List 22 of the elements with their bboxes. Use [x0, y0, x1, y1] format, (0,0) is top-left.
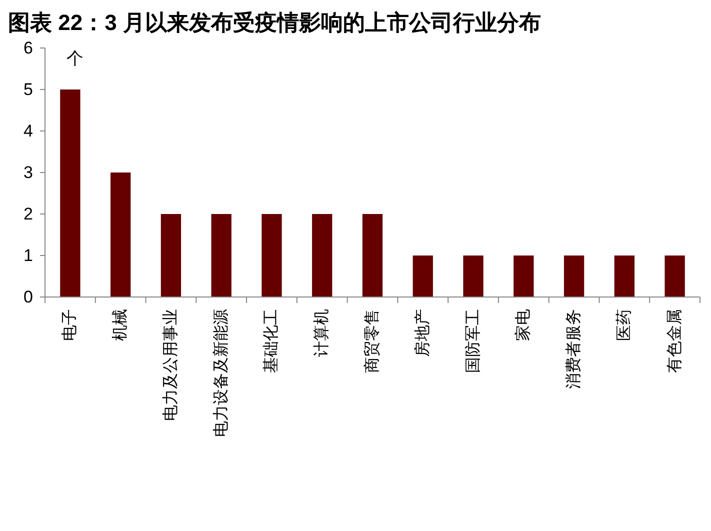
ylabel: 个	[66, 49, 84, 68]
xtick-label: 消费者服务	[566, 309, 583, 389]
xtick-label: 计算机	[314, 309, 331, 357]
xtick-label: 商贸零售	[364, 309, 381, 373]
xtick-label: 家电	[515, 309, 532, 341]
ytick-label: 2	[24, 204, 33, 224]
xtick-label: 有色金属	[666, 309, 684, 373]
xtick-label: 房地产	[414, 309, 432, 357]
ytick-label: 0	[24, 288, 33, 306]
xtick-label: 基础化工	[263, 309, 280, 373]
xtick-label: 机械	[112, 309, 130, 341]
ytick-label: 1	[24, 246, 33, 265]
xtick-label: 医药	[616, 309, 633, 341]
ytick-label: 3	[24, 163, 33, 182]
ytick-label: 5	[24, 80, 33, 99]
xtick-label: 电力及公用事业	[162, 309, 180, 421]
title: 图表 22：3 月以来发布受疫情影响的上市公司行业分布	[8, 10, 541, 35]
xtick-label: 国防军工	[464, 309, 482, 373]
xtick-label: 电力设备及新能源	[212, 309, 230, 437]
ytick-label: 6	[24, 38, 33, 58]
ytick-label: 4	[24, 122, 33, 140]
xtick-label: 电子	[62, 309, 79, 341]
